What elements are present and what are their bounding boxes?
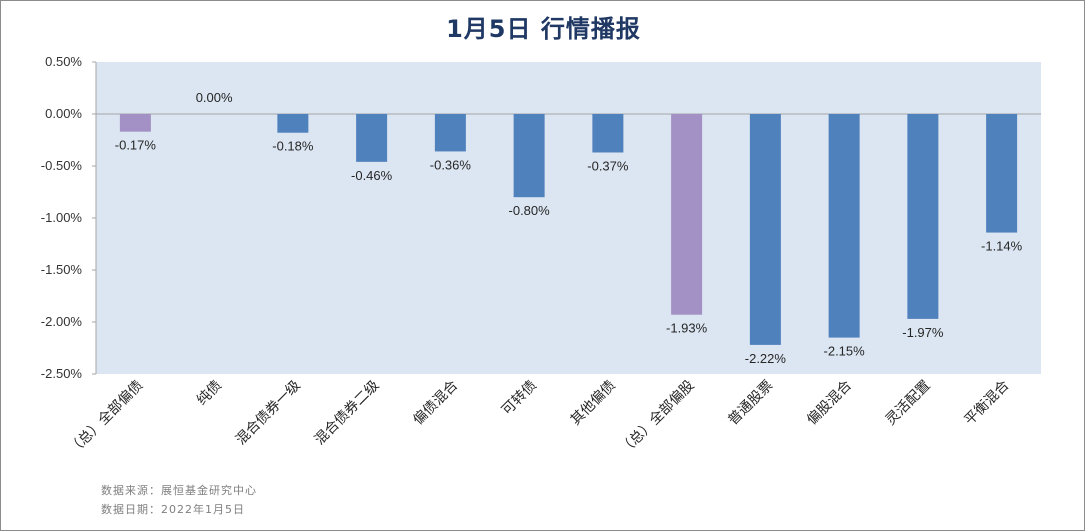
data-label: -2.15% — [824, 344, 866, 359]
y-tick-label: -0.50% — [41, 158, 83, 173]
data-label: -1.97% — [902, 325, 944, 340]
bar — [986, 114, 1018, 233]
category-label: （总）全部偏股 — [616, 377, 697, 458]
chart-title: 1月5日 行情播报 — [446, 15, 641, 43]
data-label: -1.93% — [666, 321, 708, 336]
category-label: 混合债券一级 — [233, 378, 304, 449]
category-label: 平衡混合 — [962, 378, 1013, 429]
data-label: -0.37% — [587, 158, 629, 173]
bar — [356, 114, 388, 162]
category-label: （总）全部偏债 — [65, 377, 146, 458]
y-tick-label: -1.50% — [41, 262, 83, 277]
bar — [749, 114, 781, 345]
data-label: -0.46% — [351, 168, 393, 183]
y-tick-label: 0.50% — [45, 54, 82, 69]
bar — [671, 114, 703, 315]
data-label: 0.00% — [196, 90, 233, 105]
category-label: 普通股票 — [725, 378, 776, 429]
bar — [907, 114, 939, 319]
category-label: 其他偏债 — [568, 378, 619, 429]
data-label: -2.22% — [745, 351, 787, 366]
bar — [828, 114, 860, 338]
plot-area — [96, 62, 1041, 374]
bar — [513, 114, 545, 198]
bar — [434, 114, 466, 152]
data-label: -1.14% — [981, 239, 1023, 254]
y-tick-label: -2.50% — [41, 366, 83, 381]
y-tick-label: -2.00% — [41, 314, 83, 329]
bar — [592, 114, 624, 153]
category-label: 可转债 — [499, 378, 540, 419]
y-tick-label: -1.00% — [41, 210, 83, 225]
category-label: 纯债 — [194, 378, 225, 409]
data-label: -0.17% — [115, 138, 157, 153]
data-date-note: 数据日期：2022年1月5日 — [101, 503, 245, 516]
category-label: 偏股混合 — [804, 378, 855, 429]
y-tick-label: 0.00% — [45, 106, 82, 121]
data-source-note: 数据来源：展恒基金研究中心 — [101, 484, 257, 497]
data-label: -0.80% — [509, 203, 551, 218]
data-label: -0.36% — [430, 157, 472, 172]
bar — [277, 114, 309, 133]
data-label: -0.18% — [272, 139, 314, 154]
bar — [119, 114, 151, 132]
category-label: 灵活配置 — [883, 378, 934, 429]
category-label: 偏债混合 — [410, 378, 461, 429]
category-label: 混合债券二级 — [312, 378, 383, 449]
